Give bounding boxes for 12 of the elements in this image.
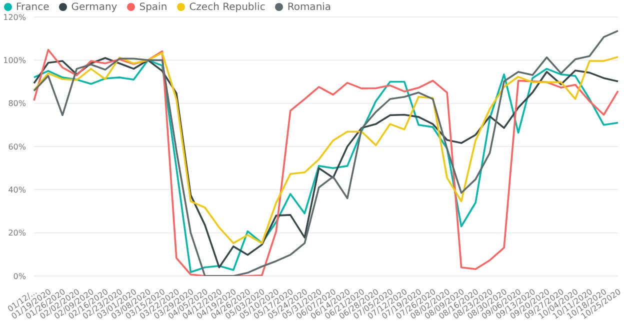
legend-label: Romania [287,2,332,13]
legend-label: France [16,2,50,13]
legend-label: Spain [139,2,168,13]
y-tick-label: 0% [13,272,26,281]
y-tick-label: 60% [8,142,26,152]
y-tick-label: 120% [3,12,26,22]
y-tick-label: 100% [3,56,26,66]
legend-label: Germany [71,2,118,13]
y-tick-label: 40% [8,186,26,195]
y-tick-label: 80% [8,99,26,108]
legend-label: Czech Republic [189,2,266,13]
y-tick-label: 20% [8,228,26,238]
